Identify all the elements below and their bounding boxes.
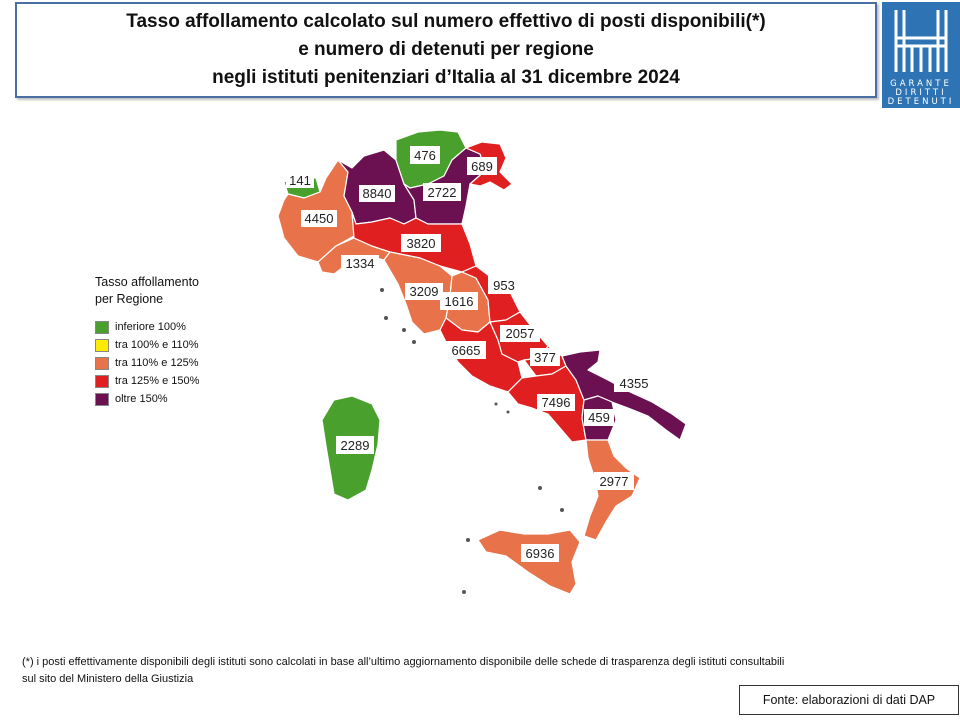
legend-swatch	[95, 356, 109, 370]
label-puglia: 4355	[614, 374, 654, 392]
label-text: 2057	[506, 326, 535, 341]
label-trentino: 476	[410, 146, 440, 164]
label-text: 3820	[407, 236, 436, 251]
legend-item: oltre 150%	[95, 390, 295, 408]
title-line-3: negli istituti penitenziari d’Italia al …	[212, 67, 680, 88]
garante-logo: GARANTE DIRITTI DETENUTI	[882, 2, 960, 108]
legend-label: oltre 150%	[115, 393, 168, 405]
label-text: 476	[414, 148, 436, 163]
legend: Tasso affollamento per Regione inferiore…	[95, 274, 295, 408]
source-box: Fonte: elaborazioni di dati DAP	[739, 685, 959, 715]
island	[384, 316, 388, 320]
island	[380, 288, 384, 292]
legend-label: tra 125% e 150%	[115, 375, 200, 387]
island	[506, 410, 510, 414]
label-text: 7496	[542, 395, 571, 410]
legend-title: Tasso affollamento per Regione	[95, 274, 295, 308]
source-text: Fonte: elaborazioni di dati DAP	[762, 693, 936, 707]
label-text: 953	[493, 278, 515, 293]
legend-swatch	[95, 392, 109, 406]
island	[560, 508, 564, 512]
island	[402, 328, 406, 332]
label-piemonte: 4450	[301, 210, 337, 227]
label-text: 6665	[452, 343, 481, 358]
legend-swatch	[95, 374, 109, 388]
label-campania: 7496	[537, 394, 575, 411]
island	[538, 486, 542, 490]
label-text: 689	[471, 159, 493, 174]
label-basilicata: 459	[584, 409, 614, 426]
label-text: 8840	[363, 186, 392, 201]
logo-text-2: DIRITTI	[895, 88, 947, 98]
label-text: 1334	[346, 256, 375, 271]
label-umbria: 1616	[440, 292, 478, 310]
label-friuli: 689	[467, 157, 497, 175]
label-emilia: 3820	[401, 234, 441, 252]
label-text: 6936	[526, 546, 555, 561]
legend-item: tra 110% e 125%	[95, 354, 295, 372]
label-text: 2289	[341, 438, 370, 453]
label-text: 141	[289, 173, 311, 188]
legend-item: inferiore 100%	[95, 318, 295, 336]
label-abruzzo: 2057	[500, 325, 540, 342]
value-labels: 141 4450 1334 8840 476 2722 689 3820 320…	[286, 146, 654, 562]
legend-item: tra 100% e 110%	[95, 336, 295, 354]
island	[412, 340, 416, 344]
label-toscana: 3209	[405, 283, 443, 300]
label-lazio: 6665	[446, 341, 486, 359]
small-islands	[380, 288, 564, 594]
label-valle-daosta: 141	[286, 172, 314, 188]
logo-emblem-icon	[894, 10, 948, 72]
island	[462, 590, 466, 594]
label-liguria: 1334	[341, 255, 379, 272]
logo-text-3: DETENUTI	[887, 97, 955, 107]
label-text: 459	[588, 410, 610, 425]
label-text: 377	[534, 350, 556, 365]
logo-text-1: GARANTE	[890, 79, 952, 89]
legend-label: tra 100% e 110%	[115, 339, 199, 351]
title-box: Tasso affollamento calcolato sul numero …	[15, 2, 877, 98]
label-text: 4450	[305, 211, 334, 226]
label-sardegna: 2289	[336, 436, 374, 454]
label-marche: 953	[488, 276, 520, 294]
label-molise: 377	[530, 348, 560, 366]
label-text: 1616	[445, 294, 474, 309]
legend-item: tra 125% e 150%	[95, 372, 295, 390]
label-text: 4355	[620, 376, 649, 391]
island	[466, 538, 470, 542]
footnote-line-2: sul sito del Ministero della Giustizia	[22, 673, 194, 685]
label-sicilia: 6936	[521, 544, 559, 562]
label-calabria: 2977	[594, 472, 634, 490]
label-text: 3209	[410, 284, 439, 299]
legend-swatch	[95, 320, 109, 334]
label-veneto: 2722	[423, 183, 461, 201]
legend-label: inferiore 100%	[115, 321, 186, 333]
title-line-1: Tasso affollamento calcolato sul numero …	[126, 11, 766, 32]
footnote-line-1: (*) i posti effettivamente disponibili d…	[22, 656, 785, 668]
label-text: 2722	[428, 185, 457, 200]
footnote: (*) i posti effettivamente disponibili d…	[22, 654, 942, 688]
legend-label: tra 110% e 125%	[115, 357, 199, 369]
title-line-2: e numero di detenuti per regione	[298, 39, 594, 60]
label-text: 2977	[600, 474, 629, 489]
island	[494, 402, 498, 406]
legend-title-line-2: per Regione	[95, 292, 164, 306]
legend-swatch	[95, 338, 109, 352]
legend-title-line-1: Tasso affollamento	[95, 275, 199, 289]
label-lombardia: 8840	[359, 185, 395, 202]
